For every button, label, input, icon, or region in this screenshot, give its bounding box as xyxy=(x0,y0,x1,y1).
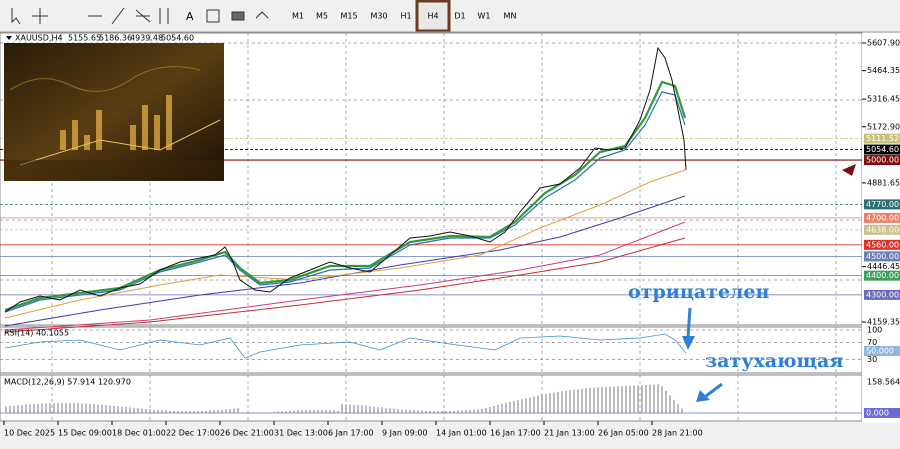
time-label: 10 Dec 2025 xyxy=(4,429,55,438)
timeframe-button[interactable]: M1 xyxy=(292,12,304,21)
ma-orange xyxy=(4,169,686,319)
level-arrow xyxy=(842,164,856,176)
price-label: 4446.45 xyxy=(867,262,900,271)
drawing-tools: A xyxy=(11,7,269,25)
ma-magenta xyxy=(4,221,686,331)
price-label: 5172.90 xyxy=(867,122,900,131)
macd-zero-box xyxy=(864,408,900,418)
axis-labels: 5607.90 5464.35 5316.45 5172.90 4881.65 4446.… xyxy=(3,39,900,438)
price-level-box xyxy=(864,251,900,262)
time-label: 16 Jan 17:00 xyxy=(490,429,541,438)
price-level-label: 4770.00 xyxy=(866,200,899,209)
rsi-label: 30 xyxy=(867,355,877,364)
price-level-label: 5000.00 xyxy=(866,156,899,165)
price-level-label: 4638.00 xyxy=(866,225,899,234)
timeframe-button[interactable]: M15 xyxy=(340,12,357,21)
price-line xyxy=(4,46,687,313)
timeframe-bar: M1 M5 M15 M30 H1 H4 D1 W1 MN xyxy=(292,0,517,33)
price-level-label: 5054.60 xyxy=(866,145,899,154)
time-label: 28 Jan 21:00 xyxy=(652,429,703,438)
rsi-pane xyxy=(0,326,863,374)
ohlc-value: 4939.48 xyxy=(130,34,163,43)
fibo-tool[interactable] xyxy=(159,8,169,24)
arrow-tool[interactable] xyxy=(255,11,269,19)
timeframe-button[interactable]: H1 xyxy=(400,12,411,21)
shape-tool[interactable] xyxy=(231,11,245,21)
price-level-label: 4400.00 xyxy=(866,271,899,280)
time-label: 6 Jan 17:00 xyxy=(328,429,374,438)
label-tool[interactable] xyxy=(206,9,220,23)
price-label: 5607.90 xyxy=(867,39,900,48)
time-label: 14 Jan 01:00 xyxy=(436,429,487,438)
price-level-label: 4500.00 xyxy=(866,252,899,261)
price-level-box xyxy=(864,133,900,144)
macd-zero-label: 0.000 xyxy=(866,409,889,418)
price-level-box xyxy=(864,155,900,166)
rsi-line xyxy=(4,333,687,359)
ohlc-value: 5186.36 xyxy=(99,34,132,43)
thumbnail-image xyxy=(4,43,224,181)
rsi-level-box xyxy=(864,346,900,356)
rsi-label: 70 xyxy=(867,338,877,347)
timeframe-button[interactable]: D1 xyxy=(454,12,465,21)
channel-tool[interactable] xyxy=(135,9,151,23)
price-level-box xyxy=(864,144,900,155)
time-label: 31 Dec 13:00 xyxy=(274,429,328,438)
price-level-box xyxy=(864,224,900,235)
price-label: 4881.65 xyxy=(867,178,900,187)
timeframe-button[interactable]: W1 xyxy=(478,12,491,21)
price-level-box xyxy=(864,289,900,300)
cursor-tool[interactable] xyxy=(11,8,21,25)
ma-slow-blue xyxy=(4,195,686,327)
price-level-box xyxy=(864,239,900,250)
timeframe-button[interactable]: M30 xyxy=(370,12,387,21)
ohlc-value: 5155.65 xyxy=(68,34,101,43)
price-level-box xyxy=(864,212,900,223)
crosshair-tool[interactable] xyxy=(32,8,48,24)
annotation: отрицателен xyxy=(628,281,770,303)
price-label: 5316.45 xyxy=(867,95,900,104)
symbol: XAUUSD,H4 xyxy=(15,34,63,43)
timeframe-button[interactable]: M5 xyxy=(316,12,328,21)
text-tool[interactable]: A xyxy=(186,10,194,23)
price-level-label: 4560.00 xyxy=(866,240,899,249)
annotation: затухающая xyxy=(705,350,843,372)
time-label: 18 Dec 01:00 xyxy=(112,429,166,438)
time-label: 26 Dec 21:00 xyxy=(220,429,274,438)
symbol-marker xyxy=(6,36,12,40)
rsi-label: 100 xyxy=(867,326,882,335)
time-label: 9 Jan 09:00 xyxy=(382,429,428,438)
ma-red xyxy=(4,237,686,333)
macd-title: MACD(12,26,9) 57.914 120.970 xyxy=(4,378,131,387)
price-level-label: 4300.00 xyxy=(866,290,899,299)
price-level-box xyxy=(864,199,900,210)
rsi-title: RSI(14) 40.1055 xyxy=(4,329,69,338)
price-level-label: 4700.00 xyxy=(866,213,899,222)
price-label: 4159.35 xyxy=(867,318,900,327)
active-timeframe-frame xyxy=(415,0,451,33)
price-level-box xyxy=(864,270,900,281)
time-label: 21 Jan 13:00 xyxy=(544,429,595,438)
macd-label: 158.564 xyxy=(867,378,900,387)
trendline-tool[interactable] xyxy=(111,7,125,25)
timeframe-button[interactable]: MN xyxy=(504,12,517,21)
annotation-arrows xyxy=(682,307,723,402)
timeframe-button[interactable]: H4 xyxy=(427,12,438,21)
rsi-level-label: 50.000 xyxy=(866,347,894,356)
indicators xyxy=(4,46,687,333)
ohlc-value: 5054.60 xyxy=(161,34,194,43)
time-label: 22 Dec 17:00 xyxy=(166,429,220,438)
price-level-label: 5111.52 xyxy=(866,134,899,143)
levels xyxy=(0,138,862,296)
time-label: 15 Dec 09:00 xyxy=(58,429,112,438)
macd-histogram xyxy=(0,384,862,414)
time-label: 26 Jan 05:00 xyxy=(598,429,649,438)
price-label: 5464.35 xyxy=(867,66,900,75)
